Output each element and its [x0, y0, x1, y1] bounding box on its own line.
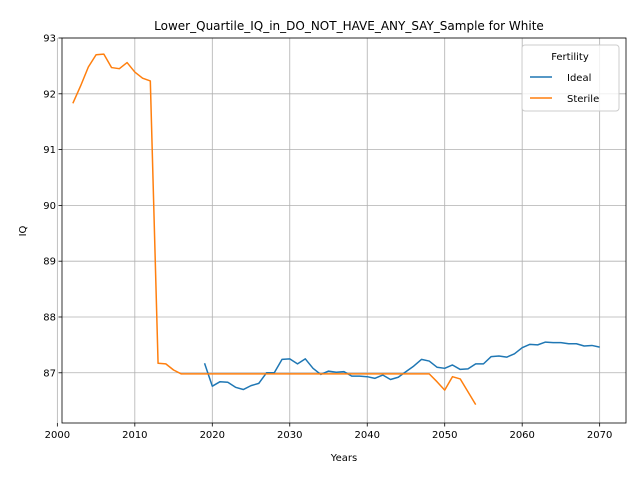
x-tick-label: 2040 — [355, 430, 380, 441]
chart-title: Lower_Quartile_IQ_in_DO_NOT_HAVE_ANY_SAY… — [154, 19, 544, 33]
y-tick-label: 87 — [43, 368, 56, 379]
x-tick-label: 2070 — [587, 430, 612, 441]
y-tick-label: 93 — [43, 34, 56, 45]
legend-title: Fertility — [551, 52, 589, 63]
plot-frame — [61, 37, 627, 424]
x-tick-label: 2020 — [200, 430, 225, 441]
y-tick-label: 92 — [43, 89, 56, 100]
legend-label-sterile: Sterile — [567, 94, 599, 105]
x-tick-label: 2010 — [122, 430, 147, 441]
x-tick-label: 2000 — [45, 430, 70, 441]
y-axis-label: IQ — [18, 225, 29, 236]
x-axis-label: Years — [330, 453, 357, 464]
x-tick-label: 2050 — [432, 430, 457, 441]
legend: Fertility Ideal Sterile — [521, 44, 620, 112]
legend-label-ideal: Ideal — [567, 73, 591, 84]
y-tick-label: 91 — [43, 145, 56, 156]
y-tick-label: 88 — [43, 312, 56, 323]
series-line-sterile — [72, 53, 477, 405]
axis-ticks: 2000 2010 2020 2030 2040 2050 2060 2070 87 88 89 90… — [43, 34, 612, 442]
series-lines — [72, 53, 600, 405]
x-tick-label: 2030 — [277, 430, 302, 441]
legend-box — [521, 44, 620, 112]
x-tick-label: 2060 — [509, 430, 534, 441]
y-tick-label: 89 — [43, 257, 56, 268]
y-tick-label: 90 — [43, 201, 56, 212]
